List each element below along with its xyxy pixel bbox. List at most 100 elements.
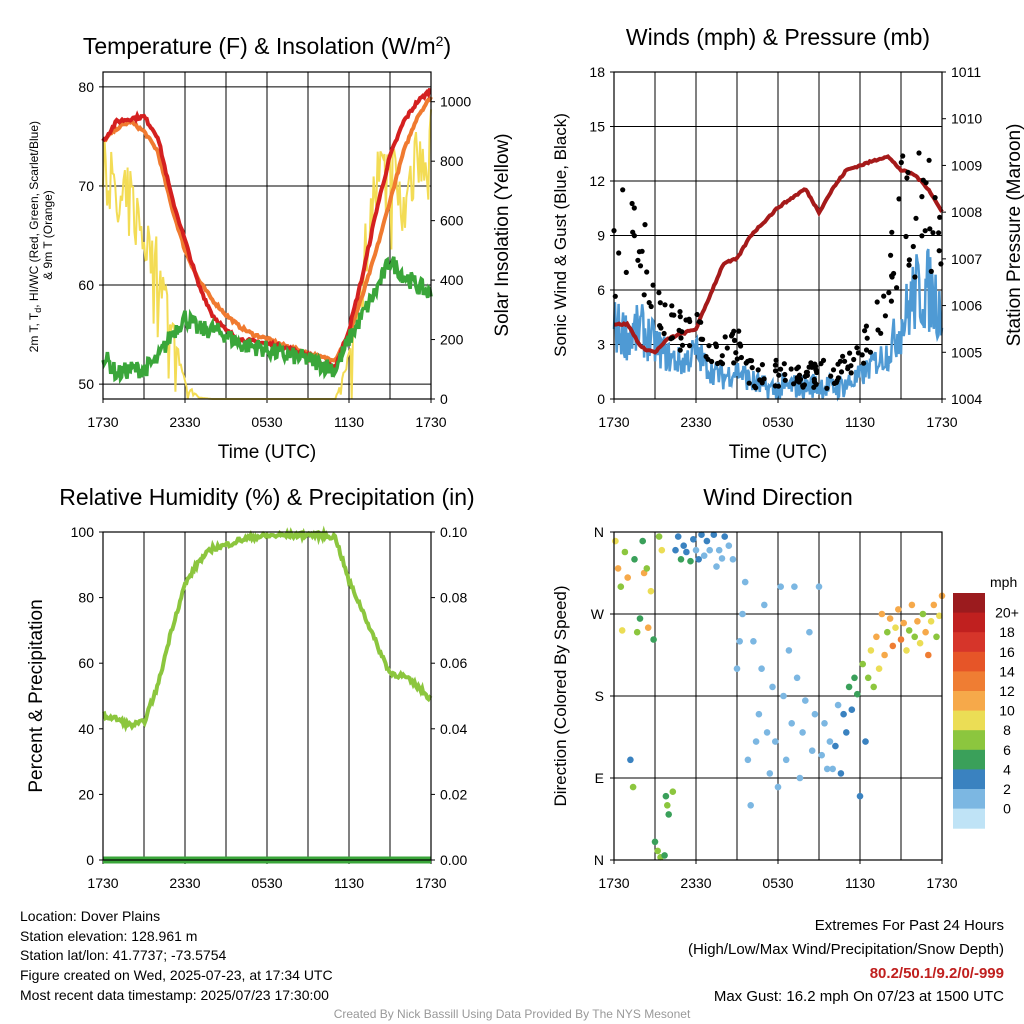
winds-y2tick-label: 1011 bbox=[951, 64, 981, 80]
wind-direction-point bbox=[721, 533, 728, 540]
wind-direction-point bbox=[662, 792, 670, 800]
gust-point bbox=[811, 376, 817, 382]
legend-swatch bbox=[953, 808, 985, 829]
gust-point bbox=[738, 354, 745, 361]
wind-direction-point bbox=[680, 542, 687, 549]
humidity-ytick-label: 60 bbox=[78, 655, 94, 671]
gust-point bbox=[922, 228, 928, 234]
info-recent: Most recent data timestamp: 2025/07/23 1… bbox=[20, 987, 329, 1003]
gust-point bbox=[755, 367, 761, 373]
info-created: Figure created on Wed, 2025-07-23, at 17… bbox=[20, 967, 333, 983]
winds-ytick-label: 3 bbox=[597, 337, 605, 353]
gust-point bbox=[905, 169, 911, 175]
gust-point bbox=[888, 298, 895, 304]
wind-direction-ytick-label: E bbox=[595, 770, 604, 786]
humidity-xtick-label: 2330 bbox=[169, 875, 200, 891]
wind-direction-point bbox=[612, 537, 619, 545]
wind-direction-point bbox=[761, 601, 768, 609]
gust-point bbox=[734, 356, 740, 362]
gust-point bbox=[658, 325, 664, 331]
legend-label: 20+ bbox=[995, 605, 1019, 621]
wind-direction-panel: Wind Direction Direction (Colored By Spe… bbox=[551, 484, 1019, 891]
wind-direction-point bbox=[936, 612, 943, 620]
wind-direction-point bbox=[647, 587, 655, 595]
wind-direction-point bbox=[878, 610, 886, 618]
winds-ytick-label: 18 bbox=[589, 64, 605, 80]
gust-point bbox=[772, 362, 779, 368]
gust-point bbox=[814, 369, 820, 375]
temperature-panel: Temperature (F) & Insolation (W/m2) Time… bbox=[27, 33, 513, 463]
gust-point bbox=[662, 302, 668, 308]
humidity-y2tick-label: 0.08 bbox=[440, 590, 467, 606]
wind-direction-point bbox=[654, 847, 661, 855]
wind-direction-ylabel: Direction (Colored By Speed) bbox=[551, 585, 570, 806]
winds-y2tick-label: 1008 bbox=[951, 204, 982, 220]
wind-direction-point bbox=[826, 738, 834, 745]
gust-point bbox=[724, 345, 730, 351]
wind-direction-point bbox=[782, 756, 790, 764]
wind-direction-point bbox=[627, 756, 634, 764]
gust-point bbox=[728, 333, 735, 339]
info-latlon: Station lat/lon: 41.7737; -73.5754 bbox=[20, 947, 227, 963]
gust-point bbox=[906, 257, 913, 263]
gust-point bbox=[820, 357, 827, 363]
wind-direction-point bbox=[927, 618, 935, 625]
gust-point bbox=[881, 293, 887, 299]
temp-9m-line bbox=[102, 96, 433, 363]
winds-xtick-label: 1730 bbox=[598, 414, 629, 430]
gust-point bbox=[813, 381, 819, 387]
gust-point bbox=[938, 261, 944, 267]
wind-direction-ytick-label: N bbox=[594, 852, 604, 868]
legend-swatch bbox=[953, 749, 985, 770]
wind-direction-point bbox=[750, 638, 757, 645]
wind-direction-point bbox=[629, 783, 637, 791]
gust-point bbox=[713, 341, 719, 347]
gust-point bbox=[791, 381, 797, 387]
wind-direction-point bbox=[791, 583, 798, 590]
wind-direction-point bbox=[930, 601, 938, 609]
gust-point bbox=[639, 248, 645, 254]
gust-point bbox=[733, 350, 739, 356]
gust-point bbox=[679, 329, 685, 335]
wind-direction-point bbox=[832, 742, 839, 750]
wind-direction-ytick-label: N bbox=[594, 524, 604, 540]
wind-direction-point bbox=[763, 729, 771, 736]
gust-point bbox=[644, 269, 650, 275]
temperature-xtick-label: 0530 bbox=[251, 414, 282, 430]
gust-point bbox=[700, 336, 706, 342]
wind-direction-point bbox=[818, 751, 825, 759]
wind-direction-point bbox=[664, 802, 671, 809]
wind-direction-point bbox=[687, 557, 694, 565]
humidity-ytick-label: 0 bbox=[86, 852, 94, 868]
wind-direction-point bbox=[661, 852, 668, 859]
wind-direction-xtick-label: 1730 bbox=[926, 875, 957, 891]
gust-point bbox=[759, 380, 765, 386]
wind-direction-point bbox=[881, 651, 888, 659]
humidity-xtick-label: 1130 bbox=[334, 875, 364, 891]
gust-point bbox=[930, 230, 936, 236]
wind-direction-point bbox=[908, 601, 916, 609]
gust-point bbox=[900, 153, 906, 159]
gust-point bbox=[882, 313, 889, 319]
extremes-subtitle: (High/Low/Max Wind/Precipitation/Snow De… bbox=[688, 941, 1004, 958]
temperature-ylabel-line1-a: 2m T, T bbox=[27, 312, 41, 352]
gust-point bbox=[906, 262, 912, 268]
gust-point bbox=[936, 248, 942, 254]
gust-point bbox=[840, 353, 846, 359]
gust-point bbox=[926, 157, 932, 163]
wind-direction-xtick-label: 0530 bbox=[762, 875, 793, 891]
winds-ylabel: Sonic Wind & Gust (Blue, Black) bbox=[551, 113, 570, 357]
humidity-xtick-label: 1730 bbox=[415, 875, 446, 891]
wind-direction-point bbox=[897, 636, 905, 643]
wind-direction-point bbox=[744, 756, 752, 764]
wind-direction-point bbox=[925, 651, 932, 659]
gust-point bbox=[745, 358, 751, 364]
gust-point bbox=[837, 358, 844, 364]
gust-point bbox=[855, 350, 862, 356]
gust-point bbox=[738, 343, 744, 349]
wind-direction-point bbox=[840, 710, 847, 718]
legend-swatch bbox=[953, 612, 985, 633]
gust-point bbox=[650, 282, 656, 288]
wind-direction-point bbox=[892, 624, 899, 631]
winds-xtick-label: 0530 bbox=[762, 414, 793, 430]
